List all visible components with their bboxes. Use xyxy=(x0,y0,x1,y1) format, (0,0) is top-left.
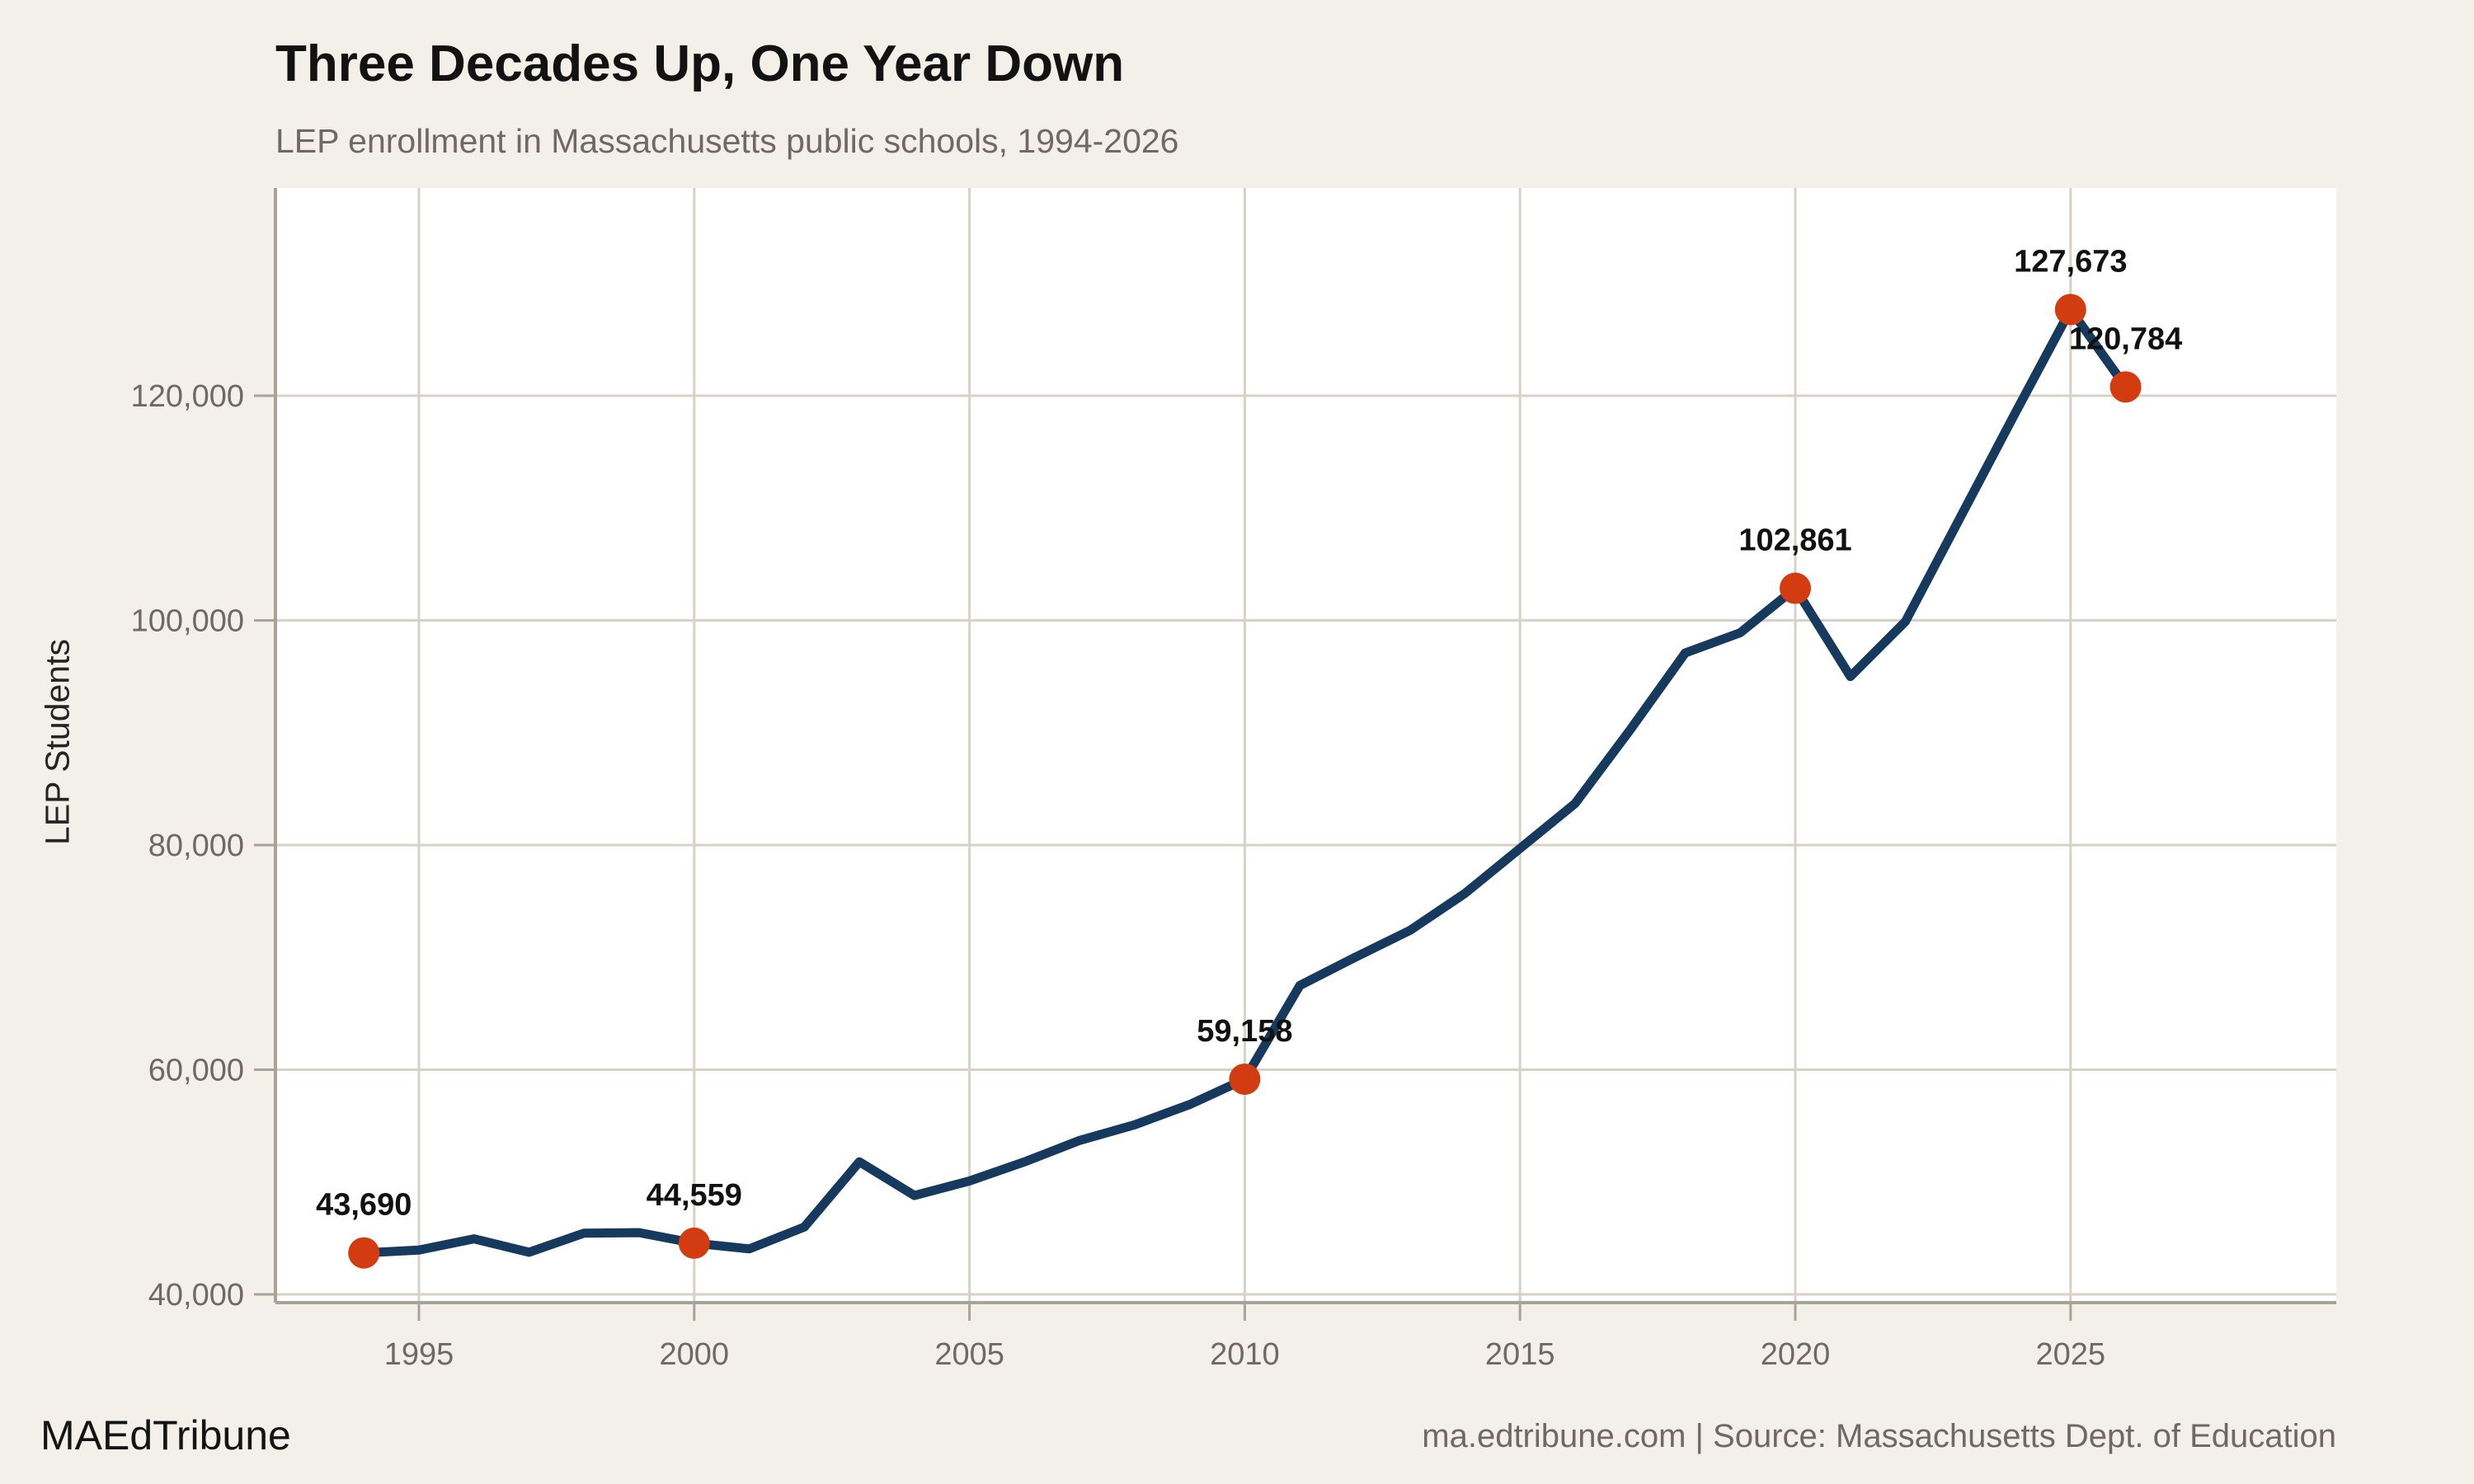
y-tick-label: 100,000 xyxy=(131,604,244,639)
point-value-label: 120,784 xyxy=(2069,322,2182,356)
y-tick-label: 40,000 xyxy=(148,1278,244,1313)
x-tick-label: 2015 xyxy=(1485,1337,1555,1372)
footer-brand-logo: MAEdTribune xyxy=(40,1412,291,1458)
data-point-marker xyxy=(348,1237,380,1269)
x-tick-label: 1995 xyxy=(384,1337,454,1372)
y-tick-label: 60,000 xyxy=(148,1054,244,1088)
data-point-marker xyxy=(2109,371,2142,403)
data-point-marker xyxy=(2054,294,2086,326)
plot-area xyxy=(275,188,2336,1303)
y-tick-label: 120,000 xyxy=(131,379,244,414)
x-tick-label: 2005 xyxy=(934,1337,1004,1372)
y-tick-label: 80,000 xyxy=(148,829,244,863)
point-value-label: 43,690 xyxy=(316,1188,412,1223)
footer-source-credit: ma.edtribune.com | Source: Massachusetts… xyxy=(1422,1418,2336,1454)
x-tick-label: 2010 xyxy=(1210,1337,1280,1372)
chart-subtitle: LEP enrollment in Massachusetts public s… xyxy=(275,122,1179,160)
point-value-label: 59,158 xyxy=(1197,1014,1292,1049)
x-tick-label: 2000 xyxy=(660,1337,730,1372)
data-point-marker xyxy=(1780,572,1811,604)
x-tick-label: 2020 xyxy=(1761,1337,1831,1372)
point-value-label: 102,861 xyxy=(1738,524,1851,558)
chart-title: Three Decades Up, One Year Down xyxy=(275,35,1125,92)
x-tick-label: 2025 xyxy=(2036,1337,2106,1372)
point-value-label: 44,559 xyxy=(647,1178,742,1213)
data-point-marker xyxy=(678,1227,710,1259)
point-value-label: 127,673 xyxy=(2014,244,2127,279)
data-point-marker xyxy=(1229,1063,1261,1095)
